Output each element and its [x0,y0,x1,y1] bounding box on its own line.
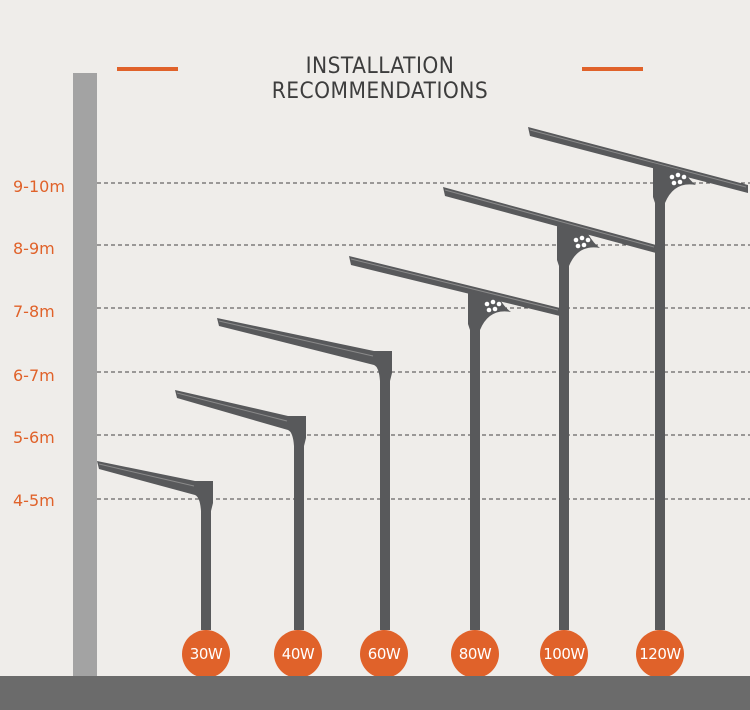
led-dot [484,301,490,307]
lamp-head-bracket [374,351,392,381]
pole-shaft [655,171,665,630]
wattage-badge-30w: 30W [182,630,230,678]
title-rule-left [117,67,178,71]
solar-panel-arm [175,390,288,430]
led-dot [573,237,579,243]
led-dot [486,307,492,313]
street-lights [97,127,748,630]
panel-edge [218,320,374,357]
panel-edge [350,258,559,311]
led-dot [581,242,587,248]
panel-edge [529,129,747,188]
height-guide-lines [97,182,750,500]
solar-panel-arm [443,187,656,253]
led-dot [675,172,681,178]
led-dot [575,243,581,249]
height-label-6-7m: 6-7m [13,366,55,385]
wattage-badge-120w: 120W [636,630,684,678]
led-dot [671,180,677,186]
solar-panel-arm [97,461,195,495]
pole-shaft [201,489,211,630]
ground [0,676,750,710]
solar-panel-arm [349,256,560,316]
street-light-60w [217,318,392,630]
height-label-7-8m: 7-8m [13,302,55,321]
wattage-badge-80w: 80W [451,630,499,678]
wall [73,73,97,678]
panel-edge [98,463,195,487]
street-light-40w [175,390,306,630]
pole-shaft [380,359,390,630]
panel-edge [176,392,288,422]
title-rule-right [582,67,643,71]
height-label-9-10m: 9-10m [13,177,65,196]
lamp-head-bracket [195,481,213,511]
pole-shaft [559,234,569,630]
solar-panel-arm [217,318,374,365]
led-dot [490,299,496,305]
led-dot [496,301,502,307]
led-dot [677,179,683,185]
panel-edge [444,189,655,248]
height-label-5-6m: 5-6m [13,428,55,447]
title-block: INSTALLATION RECOMMENDATIONS [0,50,750,104]
street-light-100w [443,187,656,630]
led-dot [585,237,591,243]
pole-shaft [470,298,480,630]
led-dot [669,174,675,180]
page-title: INSTALLATION RECOMMENDATIONS [271,54,489,104]
pole-shaft [294,424,304,630]
street-light-30w [97,461,213,630]
street-light-80w [349,256,560,630]
led-dot [681,174,687,180]
street-light-120w [528,127,748,630]
lamp-head-bracket [288,416,306,446]
wattage-badge-100w: 100W [540,630,588,678]
height-label-4-5m: 4-5m [13,491,55,510]
wattage-badge-40w: 40W [274,630,322,678]
led-dot [579,235,585,241]
led-dot [492,306,498,312]
wattage-badge-60w: 60W [360,630,408,678]
height-label-8-9m: 8-9m [13,239,55,258]
